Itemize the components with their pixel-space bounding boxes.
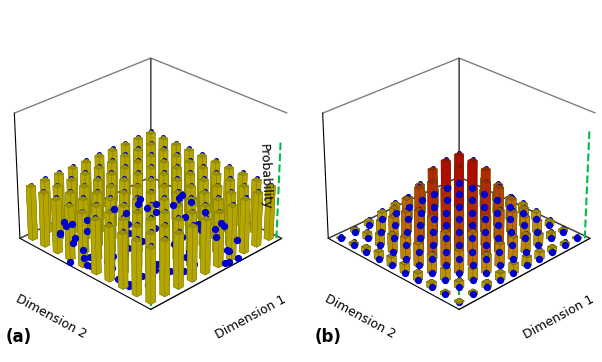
Y-axis label: Dimension 2: Dimension 2 xyxy=(14,292,88,341)
Y-axis label: Dimension 2: Dimension 2 xyxy=(322,292,397,341)
X-axis label: Dimension 1: Dimension 1 xyxy=(213,292,288,341)
Text: (a): (a) xyxy=(6,328,32,346)
X-axis label: Dimension 1: Dimension 1 xyxy=(521,292,596,341)
Text: (b): (b) xyxy=(314,328,341,346)
